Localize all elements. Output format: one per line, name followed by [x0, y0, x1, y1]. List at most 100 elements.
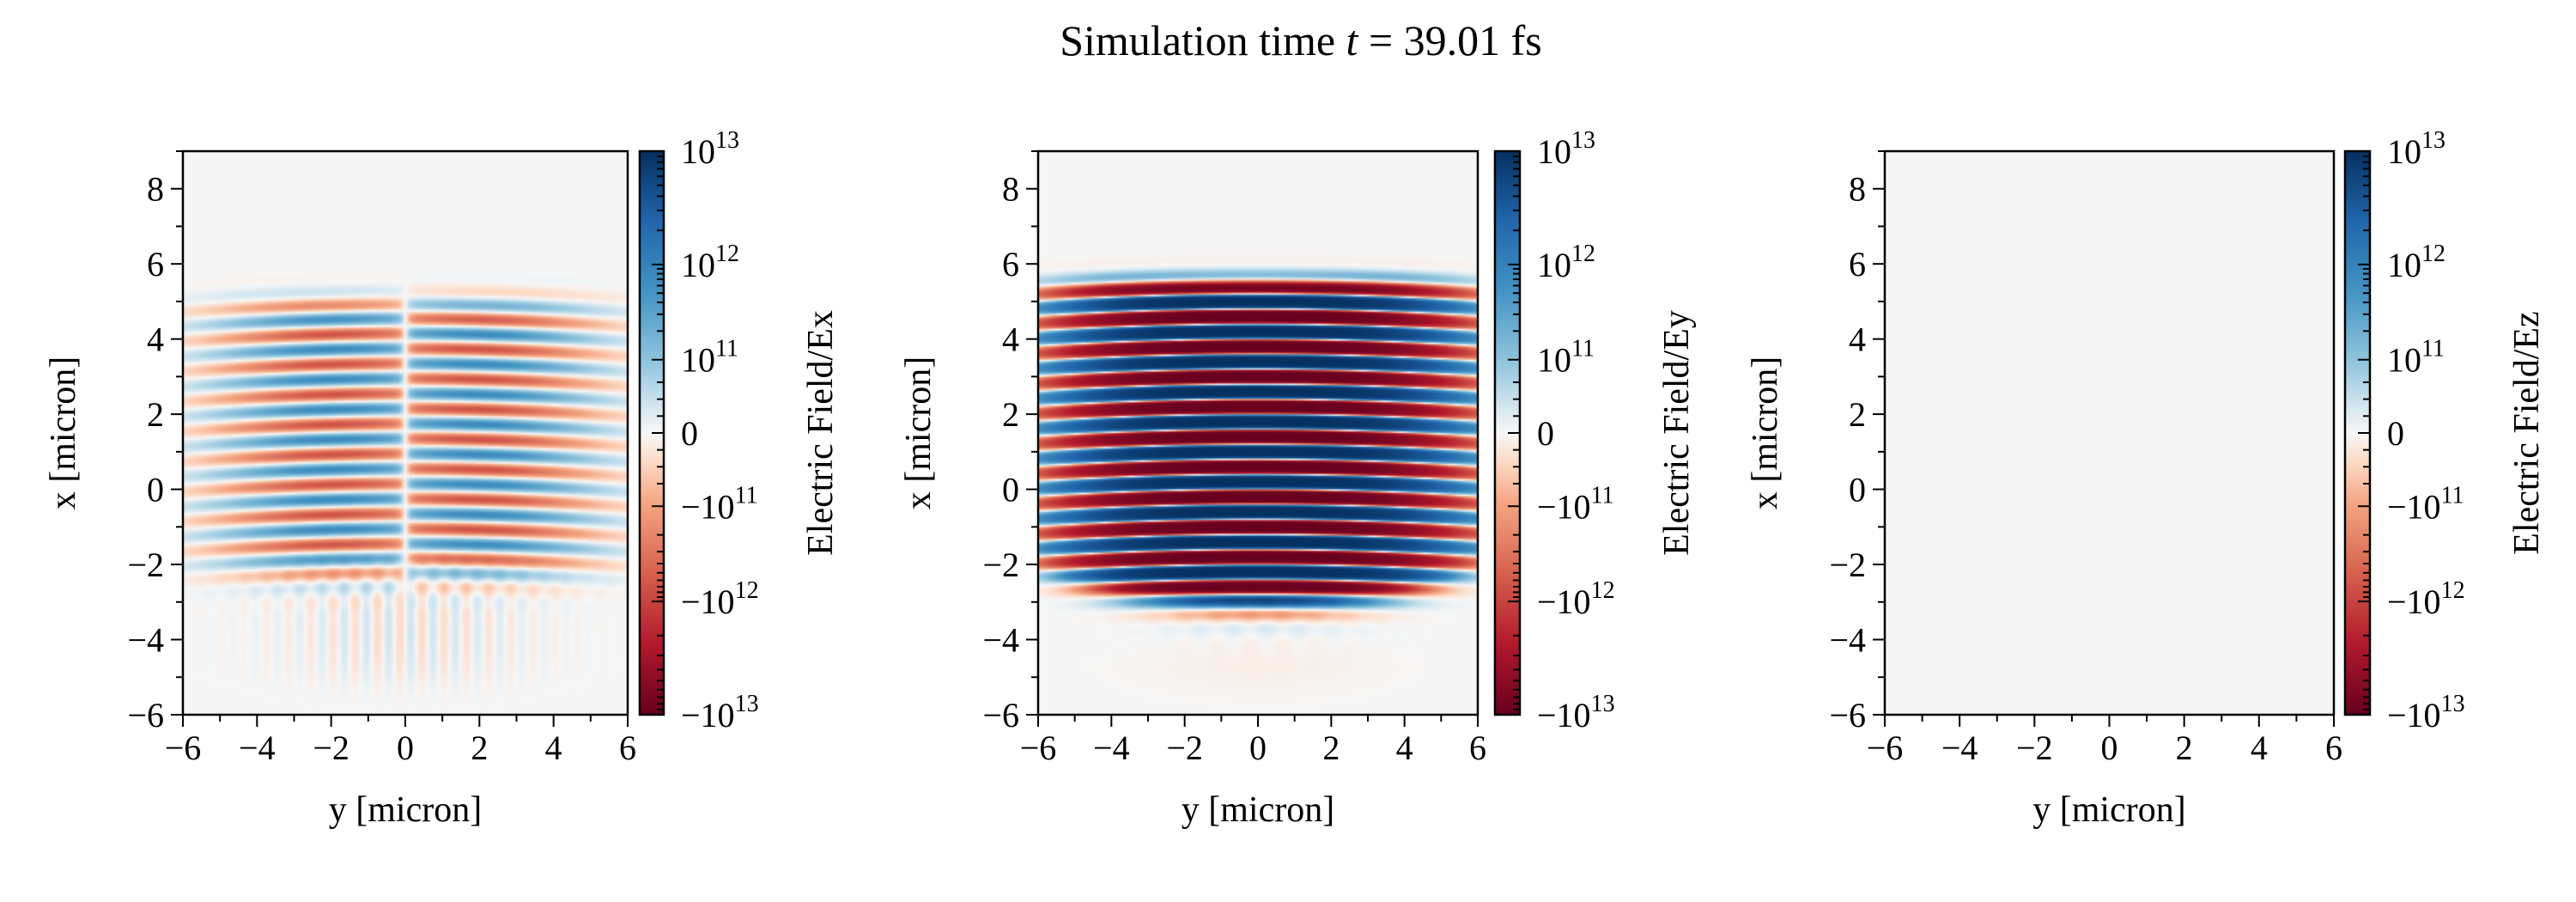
y-tick-label: 4 [1849, 320, 1866, 359]
title-prefix: Simulation time [1060, 16, 1346, 64]
title-suffix: = 39.01 fs [1358, 16, 1541, 64]
tick-exponent: 11 [715, 336, 738, 363]
tick-base: 10 [1537, 246, 1571, 284]
y-tick-label: 6 [147, 245, 164, 283]
panel-ey: −6 −4 −2 0 2 4 6 −6 −4 −2 0 2 4 6 8 y [micron] x [micron… [899, 127, 1697, 830]
x-tick-label: −6 [1867, 728, 1904, 767]
tick-base: 10 [1537, 132, 1571, 171]
x-tick-label: −2 [1166, 728, 1203, 767]
colorbar-tick-label: 1011 [681, 336, 738, 380]
x-tick-label: −2 [313, 728, 349, 767]
colorbar-tick-label: 1012 [2387, 241, 2445, 284]
colorbar-tick-label: −1011 [1537, 482, 1614, 526]
tick-exponent: 11 [1571, 336, 1595, 363]
tick-base: 0 [681, 414, 698, 453]
plot-frame [1883, 149, 2336, 716]
x-tick-label: −4 [239, 728, 276, 767]
y-axis-label: x [micron] [899, 357, 939, 509]
y-tick-label: 6 [1002, 245, 1019, 283]
y-tick-label: 6 [1849, 245, 1866, 283]
y-tick-label: 2 [147, 395, 164, 434]
x-axis-label: y [micron] [1182, 790, 1334, 830]
x-tick-label: 4 [545, 728, 562, 767]
colorbar-tick-label: 1011 [1537, 336, 1595, 380]
tick-exponent: 12 [715, 241, 739, 267]
x-tick-label: −6 [165, 728, 202, 767]
panel-ex: −6 −4 −2 0 2 4 6 −6 −4 −2 0 2 4 6 8 y [micron] x [micron… [44, 127, 841, 830]
y-tick-label: 0 [147, 471, 164, 509]
y-tick-label: −6 [982, 696, 1019, 734]
y-tick-label: 2 [1002, 395, 1019, 434]
y-axis-label: x [micron] [44, 357, 83, 509]
x-tick-label: −4 [1093, 728, 1130, 767]
x-tick-label: 2 [2176, 728, 2193, 767]
tick-exponent: 13 [2421, 127, 2445, 154]
x-tick-label: 0 [1249, 728, 1267, 767]
colorbar-label: Electric Field/Ex [801, 310, 841, 556]
colorbar-tick-label: −1011 [681, 482, 758, 526]
x-tick-label: 2 [1322, 728, 1340, 767]
tick-exponent: 11 [2421, 336, 2445, 363]
x-tick-label: 4 [1396, 728, 1413, 767]
tick-base: −10 [1537, 582, 1591, 621]
y-tick-label: 8 [1002, 170, 1019, 209]
colorbar-label: Electric Field/Ez [2507, 311, 2547, 554]
plot-frame [181, 149, 629, 716]
tick-base: 0 [2387, 414, 2404, 453]
tick-exponent: 13 [735, 691, 759, 717]
colorbar-tick-label: 1012 [1537, 241, 1595, 284]
colorbar-tick-label: −1012 [1537, 577, 1615, 621]
colorbar-tick-label: −1012 [2387, 577, 2465, 621]
y-tick-label: 4 [1002, 320, 1019, 359]
tick-exponent: 13 [1591, 691, 1615, 717]
colorbar-tick-label: −1012 [681, 577, 759, 621]
tick-base: −10 [1537, 487, 1591, 526]
y-tick-label: 8 [1849, 170, 1866, 209]
plot-frame [1036, 149, 1479, 716]
heatmap-ez [1885, 151, 2334, 715]
colorbar-tick-label: 0 [681, 414, 698, 453]
y-tick-label: −6 [1829, 696, 1866, 734]
x-tick-label: 4 [2251, 728, 2268, 767]
y-tick-label: −6 [127, 696, 164, 734]
colorbar-tick-label: 0 [2387, 414, 2404, 453]
colorbar-tick-label: 1012 [681, 241, 739, 284]
x-tick-label: 6 [1469, 728, 1486, 767]
colorbar-tick-label: −1013 [2387, 691, 2465, 734]
tick-base: 10 [681, 246, 715, 284]
colorbar-tick-label: 1013 [2387, 127, 2445, 171]
colorbar-tick-label: 1013 [1537, 127, 1595, 171]
colorbar-tick-label: −1013 [681, 691, 759, 734]
tick-base: 10 [681, 341, 715, 380]
colorbar-label: Electric Field/Ey [1657, 310, 1697, 556]
heatmap-ey [1038, 151, 1478, 715]
tick-base: −10 [2387, 582, 2441, 621]
tick-exponent: 13 [715, 127, 739, 154]
figure-title: Simulation time t = 39.01 fs [1060, 16, 1542, 64]
tick-exponent: 12 [735, 577, 759, 604]
tick-base: −10 [681, 582, 735, 621]
heatmap-ex [183, 151, 628, 715]
y-tick-label: −4 [1829, 621, 1866, 660]
y-axis-label: x [micron] [1746, 357, 1785, 509]
colorbar-tick-label: −1013 [1537, 691, 1615, 734]
tick-base: −10 [2387, 696, 2441, 734]
tick-base: 0 [1537, 414, 1554, 453]
tick-exponent: 12 [2441, 577, 2465, 604]
y-tick-label: 4 [147, 320, 164, 359]
colorbar-tick-label: 0 [1537, 414, 1554, 453]
tick-exponent: 11 [2441, 482, 2464, 509]
tick-base: 10 [681, 132, 715, 171]
title-variable: t [1346, 16, 1359, 64]
tick-base: 10 [2387, 246, 2421, 284]
x-tick-label: −4 [1941, 728, 1978, 767]
y-tick-label: −2 [127, 545, 164, 584]
x-axis-label: y [micron] [329, 790, 482, 830]
x-tick-label: 0 [2101, 728, 2118, 767]
y-tick-label: 8 [147, 170, 164, 209]
tick-exponent: 12 [1591, 577, 1615, 604]
tick-exponent: 13 [2441, 691, 2465, 717]
tick-base: 10 [1537, 341, 1571, 380]
